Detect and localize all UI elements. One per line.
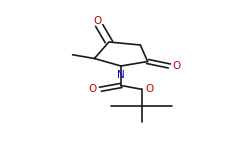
Text: N: N — [117, 70, 125, 80]
Text: O: O — [172, 61, 180, 71]
Text: O: O — [145, 84, 154, 94]
Text: O: O — [93, 16, 101, 26]
Text: O: O — [88, 84, 97, 94]
